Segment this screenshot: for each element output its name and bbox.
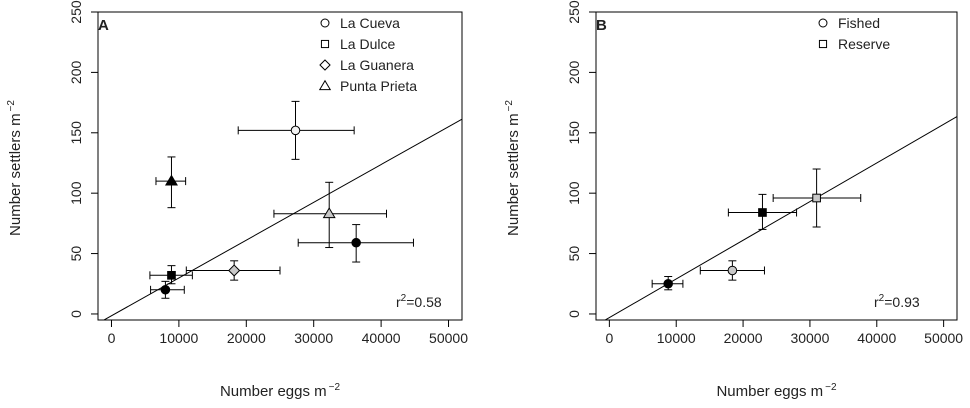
data-point-punta-prieta — [155, 156, 187, 209]
y-tick-label: 150 — [566, 121, 582, 145]
panel-label: B — [596, 17, 607, 34]
plot-frame — [595, 11, 958, 321]
point-marker-square — [758, 208, 767, 217]
y-tick-label: 200 — [68, 60, 84, 84]
x-tick-label: 30000 — [294, 330, 333, 346]
legend: La Cueva La Dulce La Guanera Punta Prieta — [318, 15, 417, 94]
x-axis-title: Number eggs m −2 — [716, 382, 837, 400]
point-marker-circle — [290, 125, 301, 136]
point-marker-square — [812, 193, 821, 203]
data-point-reserve — [727, 193, 798, 230]
point-marker-circle — [663, 278, 673, 289]
y-tick-label: 150 — [68, 121, 84, 145]
legend-marker-square — [818, 39, 828, 49]
x-tick-label: 0 — [605, 330, 613, 346]
r-squared-annotation: r2=0.93 — [874, 293, 920, 310]
x-tick-label: 10000 — [159, 330, 198, 346]
y-tick-label: 50 — [68, 246, 84, 262]
data-point-fished — [699, 260, 765, 281]
data-point-fished — [651, 276, 684, 291]
data-point-la-guanera — [185, 260, 281, 281]
legend-label: Punta Prieta — [340, 78, 417, 94]
x-tick-label: 40000 — [362, 330, 401, 346]
y-tick-label: 100 — [68, 181, 84, 205]
x-tick-label: 0 — [108, 330, 116, 346]
x-tick-label: 50000 — [924, 330, 963, 346]
data-point-la-cueva — [150, 280, 185, 299]
data-point-la-cueva — [237, 100, 355, 160]
regression-line — [102, 118, 462, 320]
point-marker-triangle — [322, 207, 336, 219]
legend-marker-circle — [818, 18, 828, 28]
x-tick-label: 40000 — [857, 330, 896, 346]
point-marker-circle — [160, 285, 171, 295]
y-axis-title: Number settlers m−2 — [504, 100, 522, 236]
plot-frame — [97, 11, 463, 321]
legend-marker-diamond — [319, 59, 331, 71]
chart-panel-A: 0 10000 20000 30000 40000 50000 0 50 100 150 200 25… — [6, 0, 468, 400]
r-squared-annotation: r2=0.58 — [396, 293, 442, 310]
x-tick-label: 20000 — [227, 330, 266, 346]
y-tick-label: 0 — [68, 310, 84, 318]
data-point-punta-prieta — [273, 181, 388, 249]
chart-panel-B: 0 10000 20000 30000 40000 50000 0 50 100 150 200 25… — [504, 0, 963, 400]
y-tick-label: 0 — [566, 310, 582, 318]
x-tick-label: 50000 — [429, 330, 468, 346]
data-point-la-dulce — [149, 265, 193, 285]
point-marker-diamond — [228, 264, 241, 277]
legend-label: Reserve — [838, 36, 890, 52]
x-axis-title: Number eggs m −2 — [220, 382, 341, 400]
y-tick-label: 250 — [68, 0, 84, 24]
panel-label: A — [98, 17, 109, 34]
legend-marker-circle — [320, 18, 330, 28]
x-tick-label: 20000 — [724, 330, 763, 346]
regression-line — [604, 116, 957, 320]
y-axis-title: Number settlers m−2 — [6, 100, 24, 236]
x-tick-label: 30000 — [790, 330, 829, 346]
legend-label: La Guanera — [340, 57, 414, 73]
legend-marker-triangle — [318, 79, 332, 91]
point-marker-square — [167, 270, 176, 280]
point-marker-triangle — [164, 174, 178, 186]
legend: Fished Reserve — [818, 15, 890, 52]
point-marker-circle — [351, 237, 361, 248]
legend-label: Fished — [838, 15, 880, 31]
point-marker-circle — [727, 265, 738, 276]
legend-label: La Dulce — [340, 36, 395, 52]
y-tick-label: 50 — [566, 246, 582, 262]
data-point-la-cueva — [297, 224, 414, 263]
data-point-reserve — [772, 168, 862, 228]
y-tick-label: 100 — [566, 181, 582, 205]
y-tick-label: 200 — [566, 60, 582, 84]
x-tick-label: 10000 — [657, 330, 696, 346]
legend-label: La Cueva — [340, 15, 400, 31]
y-tick-label: 250 — [566, 0, 582, 24]
legend-marker-square — [320, 39, 330, 49]
